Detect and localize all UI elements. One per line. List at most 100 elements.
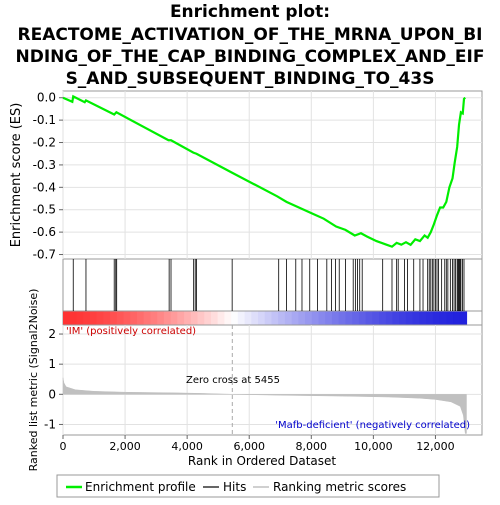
colorbar-segment <box>224 311 232 325</box>
colorbar-segment <box>123 311 131 325</box>
metric-y-axis-label: Ranked list metric (Signal2Noise) <box>27 289 40 472</box>
colorbar-segment <box>150 311 158 325</box>
colorbar-segment <box>318 311 326 325</box>
colorbar-segment <box>432 311 441 325</box>
colorbar-segment <box>453 311 461 325</box>
colorbar-segment <box>96 311 104 325</box>
x-tick-label: 8,000 <box>296 440 328 453</box>
colorbar-segment <box>446 311 454 325</box>
colorbar-segment <box>251 311 259 325</box>
colorbar-segment <box>217 311 225 325</box>
colorbar-segment <box>459 311 468 325</box>
x-tick-label: 2,000 <box>109 440 141 453</box>
colorbar-segment <box>163 311 172 325</box>
es-panel-frame <box>62 90 483 260</box>
colorbar-segment <box>412 311 421 325</box>
es-y-ticks: 0.0 -0.1 -0.2 -0.3 -0.4 -0.5 -0.6 -0.7 <box>33 91 63 262</box>
colorbar-segment <box>103 311 111 325</box>
colorbar-segment <box>379 311 387 325</box>
colorbar-segment <box>177 311 185 325</box>
colorbar-segment <box>345 311 353 325</box>
zero-cross-label: Zero cross at 5455 <box>186 375 280 386</box>
es-y-tick-label: -0.7 <box>33 248 56 262</box>
colorbar-segment <box>63 311 71 325</box>
colorbar-segment <box>237 311 246 325</box>
title-line-4: S_AND_SUBSEQUENT_BINDING_TO_43S <box>66 69 435 89</box>
negative-correlation-label: 'Mafb-deficient' (negatively correlated) <box>275 420 470 431</box>
metric-y-tick-label: 1 <box>48 357 56 371</box>
colorbar-segment <box>76 311 84 325</box>
colorbar-segment <box>399 311 407 325</box>
colorbar-segment <box>284 311 293 325</box>
colorbar-segment <box>110 311 118 325</box>
es-gridlines <box>62 91 482 259</box>
rank-colorbar <box>63 311 468 325</box>
colorbar-segment <box>271 311 279 325</box>
colorbar-segment <box>291 311 299 325</box>
colorbar-segment <box>426 311 434 325</box>
es-y-axis-label: Enrichment score (ES) <box>9 103 24 248</box>
colorbar-segment <box>210 311 219 325</box>
metric-area-path <box>62 377 467 434</box>
colorbar-segment <box>358 311 367 325</box>
colorbar-segment <box>89 311 98 325</box>
legend-hits-label: Hits <box>223 480 246 494</box>
x-tick-label: 4,000 <box>171 440 203 453</box>
colorbar-segment <box>143 311 152 325</box>
es-y-tick-label: -0.2 <box>33 136 56 150</box>
metric-y-tick-label: 0 <box>48 387 56 401</box>
legend-es-label: Enrichment profile <box>85 480 196 494</box>
colorbar-segment <box>204 311 212 325</box>
colorbar-segment <box>231 311 239 325</box>
es-y-tick-label: -0.1 <box>33 113 56 127</box>
colorbar-segment <box>385 311 394 325</box>
legend: Enrichment profile Hits Ranking metric s… <box>56 474 440 498</box>
legend-metric-label: Ranking metric scores <box>273 480 406 494</box>
colorbar-segment <box>197 311 205 325</box>
x-ticks: 0 2,000 4,000 6,000 8,000 10,000 12,000 <box>60 435 455 453</box>
colorbar-segment <box>157 311 165 325</box>
legend-box <box>56 474 440 498</box>
es-y-tick-label: -0.3 <box>33 158 56 172</box>
metric-y-tick-label: -1 <box>44 417 56 431</box>
positive-correlation-label: 'IM' (positively correlated) <box>66 326 196 337</box>
colorbar-segment <box>372 311 380 325</box>
hit-marks <box>72 259 465 311</box>
colorbar-segment <box>258 311 266 325</box>
x-tick-label: 6,000 <box>233 440 265 453</box>
colorbar-segment <box>325 311 333 325</box>
title-line-1: Enrichment plot: <box>170 2 330 22</box>
colorbar-segment <box>278 311 286 325</box>
colorbar-segment <box>298 311 306 325</box>
colorbar-segment <box>392 311 400 325</box>
metric-y-tick-label: 2 <box>48 327 56 341</box>
colorbar-segment <box>311 311 320 325</box>
title-line-2: REACTOME_ACTIVATION_OF_THE_MRNA_UPON_BI <box>17 25 482 45</box>
colorbar-segment <box>264 311 273 325</box>
metric-y-ticks: 2 1 0 -1 <box>44 327 63 431</box>
x-axis-label: Rank in Ordered Dataset <box>188 454 336 468</box>
es-curve <box>62 94 466 248</box>
colorbar-segment <box>190 311 199 325</box>
colorbar-segment <box>419 311 427 325</box>
metric-panel-frame <box>62 324 483 436</box>
colorbar-segment <box>352 311 360 325</box>
es-line <box>62 94 466 248</box>
hits-panel-frame <box>62 258 483 312</box>
metric-area <box>62 325 467 435</box>
colorbar-segment <box>130 311 138 325</box>
colorbar-segment <box>365 311 373 325</box>
colorbar-segment <box>405 311 414 325</box>
es-y-tick-label: -0.6 <box>33 225 56 239</box>
chart-title: Enrichment plot: REACTOME_ACTIVATION_OF_… <box>16 2 485 89</box>
colorbar-segment <box>170 311 178 325</box>
x-tick-label: 0 <box>60 440 67 453</box>
colorbar-segment <box>184 311 192 325</box>
x-tick-label: 10,000 <box>354 440 393 453</box>
es-y-tick-label: 0.0 <box>37 91 56 105</box>
colorbar-segment <box>136 311 145 325</box>
colorbar-segment <box>69 311 78 325</box>
x-tick-label: 12,000 <box>416 440 455 453</box>
